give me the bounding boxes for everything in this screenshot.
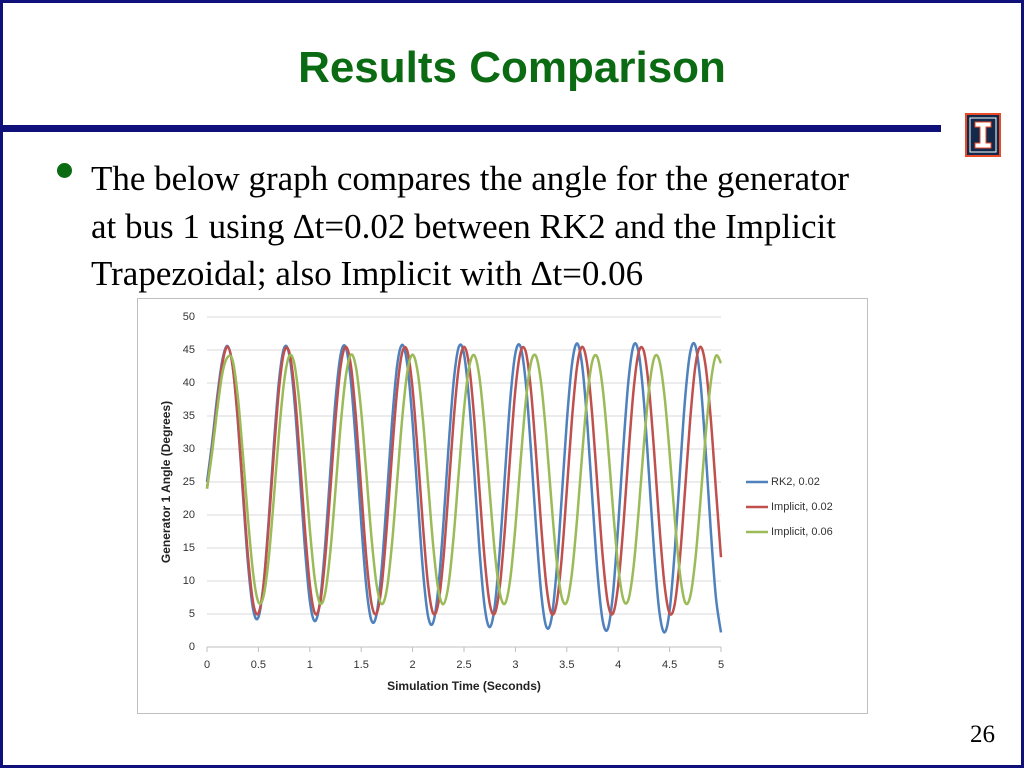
x-tick-label: 0.5 bbox=[251, 659, 266, 671]
x-tick-label: 4.5 bbox=[662, 659, 677, 671]
x-tick-label: 0 bbox=[204, 659, 210, 671]
bullet-text: The below graph compares the angle for t… bbox=[91, 155, 849, 298]
legend-label: Implicit, 0.02 bbox=[771, 501, 833, 513]
y-tick-label: 10 bbox=[183, 575, 195, 587]
x-tick-label: 2 bbox=[410, 659, 416, 671]
series-line bbox=[205, 353, 723, 606]
y-tick-label: 5 bbox=[189, 608, 195, 620]
y-tick-label: 25 bbox=[183, 476, 195, 488]
slide-title: Results Comparison bbox=[298, 43, 726, 92]
series-line bbox=[205, 345, 723, 616]
bullet-dot bbox=[57, 163, 72, 178]
x-tick-label: 1.5 bbox=[354, 659, 369, 671]
y-axis-title: Generator 1 Angle (Degrees) bbox=[159, 401, 173, 563]
bullet-line: The below graph compares the angle for t… bbox=[91, 159, 850, 198]
y-tick-label: 20 bbox=[183, 509, 195, 521]
page-number: 26 bbox=[970, 721, 995, 748]
x-tick-label: 3.5 bbox=[559, 659, 574, 671]
x-tick-label: 1 bbox=[307, 659, 313, 671]
y-tick-label: 50 bbox=[183, 311, 195, 323]
y-tick-label: 40 bbox=[183, 377, 195, 389]
y-tick-label: 15 bbox=[183, 542, 195, 554]
chart: 0 5 10 15 20 25 30 35 40 45 50 0 0.5 1 1.5 2 2.5 3 3.5 4 4.5… bbox=[137, 298, 868, 714]
title-rule bbox=[3, 125, 941, 132]
bullet-line: at bus 1 using ∆t=0.02 between RK2 and t… bbox=[91, 206, 836, 246]
legend-label: RK2, 0.02 bbox=[771, 476, 820, 488]
x-tick-label: 2.5 bbox=[456, 659, 471, 671]
x-tick-label: 5 bbox=[718, 659, 724, 671]
y-tick-label: 35 bbox=[183, 410, 195, 422]
y-tick-label: 30 bbox=[183, 443, 195, 455]
y-tick-label: 45 bbox=[183, 344, 195, 356]
logo bbox=[965, 113, 1001, 157]
legend-label: Implicit, 0.06 bbox=[771, 526, 833, 538]
x-axis-title: Simulation Time (Seconds) bbox=[387, 679, 541, 693]
bullet-line: Trapezoidal; also Implicit with ∆t=0.06 bbox=[91, 254, 644, 293]
x-tick-label: 3 bbox=[512, 659, 518, 671]
y-tick-label: 0 bbox=[189, 641, 195, 653]
x-tick-label: 4 bbox=[615, 659, 621, 671]
